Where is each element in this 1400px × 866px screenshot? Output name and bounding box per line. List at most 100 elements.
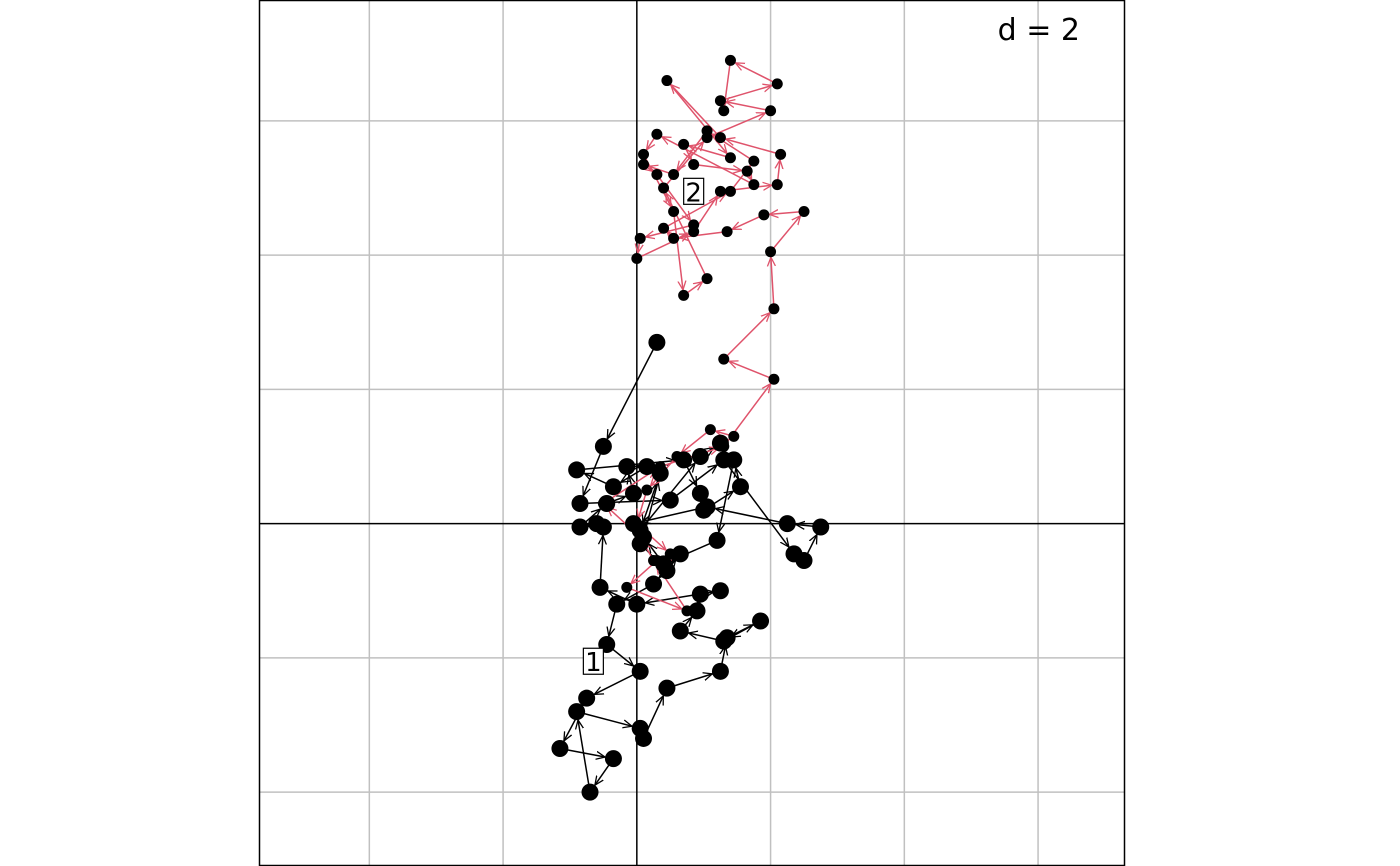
point-group-2	[678, 289, 690, 301]
point-group-1	[608, 595, 626, 613]
point-group-2	[688, 158, 700, 170]
point-group-1	[551, 740, 569, 758]
point-group-1	[618, 458, 636, 476]
trajectory-arrow-group-1	[715, 509, 788, 525]
trajectory-arrow-group-2	[666, 80, 727, 154]
point-group-2	[651, 128, 663, 140]
point-group-2	[718, 440, 730, 452]
point-group-2	[714, 95, 726, 107]
group-label: 1	[585, 648, 602, 678]
point-group-2	[775, 148, 787, 160]
point-group-2	[718, 353, 730, 365]
point-group-2	[714, 185, 726, 197]
point-group-2	[638, 148, 650, 160]
point-group-2	[718, 105, 730, 117]
point-group-1	[691, 484, 709, 502]
group-label: 2	[685, 178, 702, 208]
point-group-1	[571, 494, 589, 512]
trajectory-arrow-group-2	[693, 163, 742, 170]
point-group-2	[768, 303, 780, 315]
point-group-2	[704, 424, 716, 436]
point-group-2	[768, 373, 780, 385]
trajectory-arrow-group-1	[578, 720, 591, 793]
point-group-1	[568, 703, 586, 721]
point-group-2	[688, 226, 700, 238]
point-group-2	[674, 548, 686, 560]
point-group-1	[691, 447, 709, 465]
trajectory-arrow-group-2	[663, 142, 704, 189]
point-group-2	[771, 78, 783, 90]
trajectory-arrow-group-2	[672, 211, 683, 289]
trajectory-arrow-group-1	[583, 446, 605, 495]
plot-frame	[258, 0, 1126, 866]
point-group-2	[654, 461, 666, 473]
point-group-1	[671, 622, 689, 640]
trajectory-arrow-group-1	[600, 535, 603, 588]
point-group-2	[658, 222, 670, 234]
point-group-1	[594, 437, 612, 455]
trajectory-arrow-group-2	[732, 214, 765, 231]
point-group-2	[678, 138, 690, 150]
point-group-2	[671, 450, 683, 462]
point-group-2	[668, 232, 680, 244]
point-group-1	[635, 729, 653, 747]
trajectory-arrow-group-2	[735, 63, 778, 85]
point-group-2	[658, 182, 670, 194]
trajectory-arrow-group-2	[724, 60, 732, 105]
point-group-2	[597, 497, 609, 509]
trajectory-arrow-group-1	[594, 670, 641, 694]
point-group-2	[641, 484, 653, 496]
point-group-1	[688, 602, 706, 620]
point-group-1	[708, 531, 726, 549]
point-group-1	[624, 484, 642, 502]
point-group-2	[765, 105, 777, 117]
group-labels: 12	[582, 177, 705, 678]
point-group-2	[634, 232, 646, 244]
trajectory-arrow-group-2	[771, 257, 774, 309]
trajectory-arrow-group-1	[607, 342, 658, 438]
point-group-1	[571, 518, 589, 536]
point-group-2	[798, 205, 810, 217]
point-group-1	[628, 595, 646, 613]
point-group-1	[661, 491, 679, 509]
grid-lines	[259, 0, 1125, 866]
point-group-1	[691, 585, 709, 603]
point-group-2	[758, 209, 770, 221]
point-group-2	[631, 518, 643, 530]
trajectories	[559, 60, 821, 793]
trajectory-arrow-group-2	[769, 216, 801, 253]
point-group-1	[645, 575, 663, 593]
point-group-2	[638, 158, 650, 170]
point-group-1	[711, 582, 729, 600]
point-group-1	[588, 515, 606, 533]
point-group-1	[658, 679, 676, 697]
point-group-1	[812, 518, 830, 536]
point-group-2	[771, 179, 783, 191]
trajectory-arrow-group-2	[726, 139, 781, 156]
point-group-1	[591, 578, 609, 596]
point-group-2	[651, 169, 663, 181]
point-group-1	[604, 478, 622, 496]
point-group-2	[748, 179, 760, 191]
point-group-2	[681, 605, 693, 617]
grid-scale-label: d = 2	[998, 13, 1080, 48]
point-group-2	[724, 185, 736, 197]
point-group-1	[578, 689, 596, 707]
trajectory-arrow-group-2	[646, 224, 694, 237]
point-group-1	[725, 451, 743, 469]
trajectory-arrow-group-1	[719, 459, 735, 532]
point-group-2	[634, 531, 646, 543]
axes	[259, 0, 1125, 866]
point-group-2	[631, 252, 643, 264]
point-group-2	[621, 581, 633, 593]
data-points	[551, 54, 830, 801]
point-group-1	[604, 750, 622, 768]
trajectory-arrow-group-2	[706, 113, 765, 139]
point-group-1	[731, 478, 749, 496]
trajectory-arrow-group-2	[720, 85, 772, 102]
point-group-2	[721, 226, 733, 238]
point-group-1	[581, 783, 599, 801]
point-group-1	[638, 458, 656, 476]
point-group-2	[701, 273, 713, 285]
